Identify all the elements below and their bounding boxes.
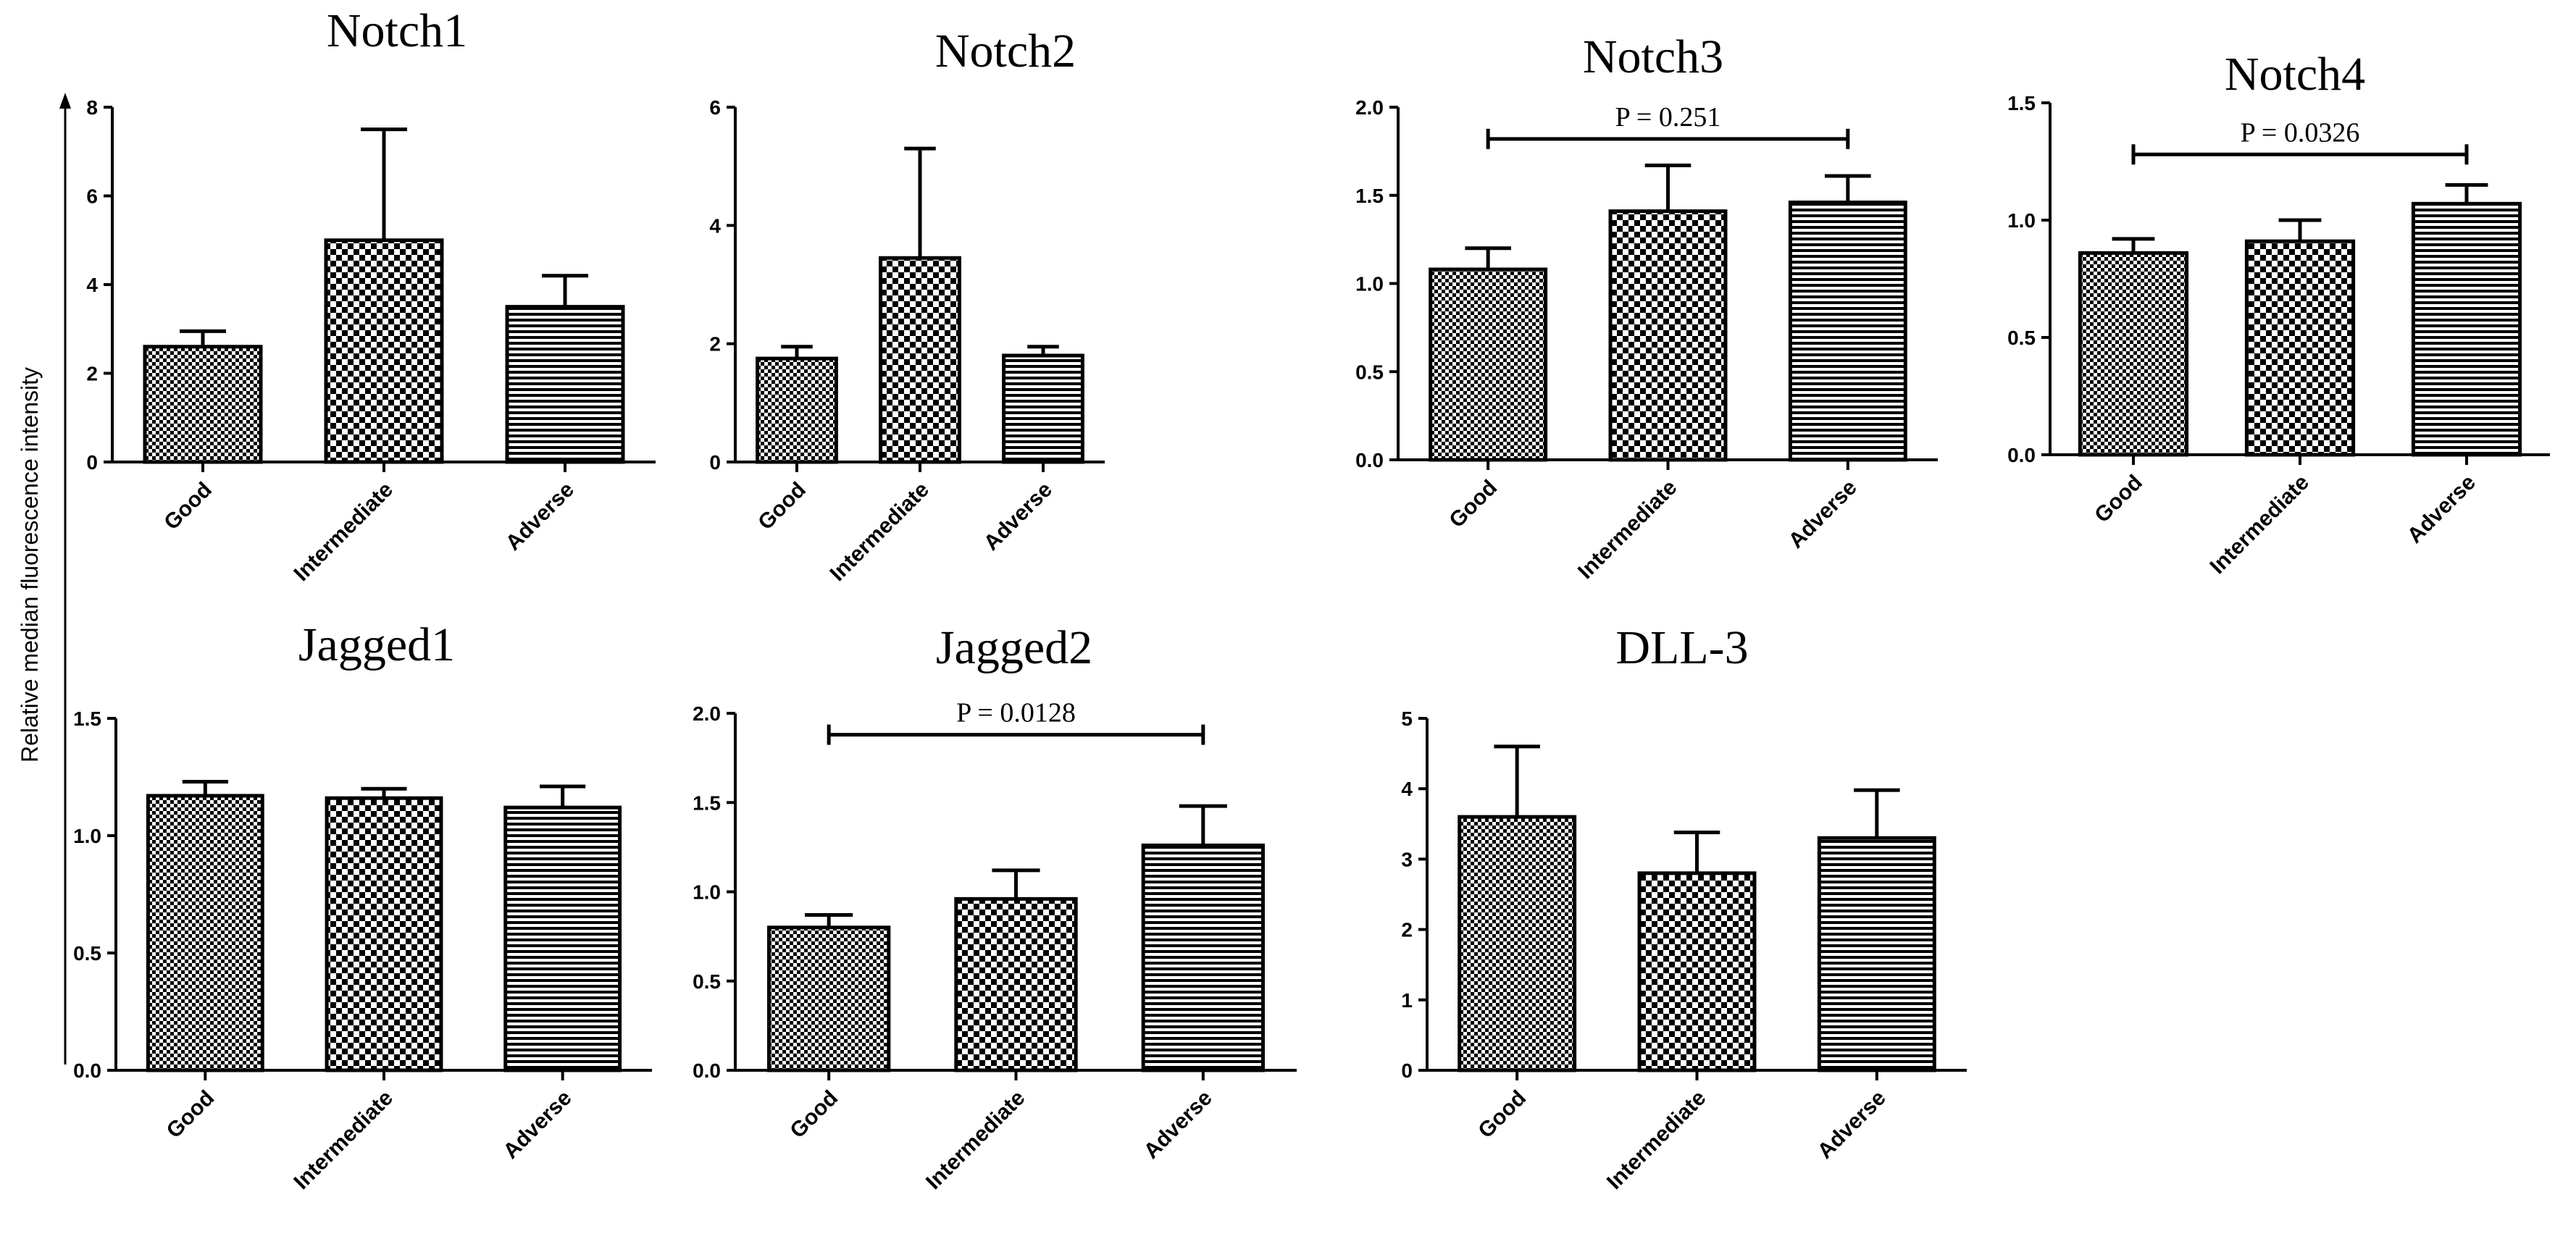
chart-0-title: Notch1	[327, 4, 467, 57]
chart-0-bar-intermediate	[324, 238, 444, 464]
chart-2-bar-good	[1429, 267, 1548, 462]
chart-3-p-value: P = 0.0326	[2241, 117, 2360, 148]
chart-3-ytick-label: 0.5	[2007, 327, 2036, 349]
chart-0-ytick-label: 6	[86, 185, 98, 208]
chart-2-p-value: P = 0.251	[1615, 102, 1721, 133]
chart-3-category-label-adverse: Adverse	[2403, 471, 2480, 548]
chart-5-bar-intermediate	[954, 896, 1078, 1072]
chart-6-title: DLL-3	[1615, 621, 1748, 674]
chart-2-ytick-label: 1.0	[1355, 273, 1384, 295]
chart-6-category-label-adverse: Adverse	[1813, 1086, 1891, 1164]
chart-6-bar-intermediate	[1637, 871, 1757, 1072]
chart-2-category-label-good: Good	[1444, 476, 1502, 533]
chart-1-ytick-label: 2	[709, 333, 721, 356]
chart-5-ytick-label: 0.0	[693, 1059, 721, 1082]
chart-2: Notch3 0.0 0.5 1.0 1.5 2.0 Good Intermediate Adv…	[1355, 30, 1938, 584]
chart-4-ytick-label: 0.0	[73, 1059, 101, 1082]
chart-5-ytick-label: 0.5	[693, 970, 721, 993]
chart-5-category-label-adverse: Adverse	[1139, 1086, 1217, 1164]
chart-6-category-label-good: Good	[1473, 1086, 1531, 1143]
chart-6-bar-good	[1458, 815, 1577, 1072]
chart-5-ytick-label: 2.0	[693, 702, 721, 725]
chart-1-category-label-good: Good	[753, 478, 811, 535]
chart-5-category-label-intermediate: Intermediate	[921, 1086, 1029, 1194]
chart-1-bar-adverse	[1002, 353, 1084, 464]
chart-1-category-label-intermediate: Intermediate	[825, 478, 933, 586]
chart-0: Notch1 0 2 4 6 8 Good Intermediate Adverse	[86, 4, 656, 586]
chart-6: DLL-3 0 1 2 3 4 5 Good Intermediate Adverse	[1401, 621, 1967, 1194]
chart-2-bar-adverse	[1788, 200, 1907, 462]
chart-2-ytick-label: 0.5	[1355, 361, 1384, 383]
chart-0-ytick-label: 2	[86, 363, 98, 385]
chart-0-category-label-adverse: Adverse	[501, 478, 579, 555]
shared-y-axis: Relative median fluorescence intensity	[17, 93, 71, 1064]
chart-1-ytick-label: 6	[709, 96, 721, 119]
chart-1-bar-intermediate	[879, 256, 961, 464]
chart-4-title: Jagged1	[298, 618, 455, 671]
chart-2-title: Notch3	[1583, 30, 1723, 83]
chart-2-category-label-adverse: Adverse	[1784, 476, 1862, 553]
chart-0-bar-adverse	[505, 305, 625, 464]
chart-3-ytick-label: 1.5	[2007, 92, 2036, 114]
chart-3-bar-good	[2078, 251, 2189, 457]
chart-3-category-label-good: Good	[2090, 471, 2147, 528]
chart-2-ytick-label: 2.0	[1355, 96, 1384, 119]
chart-1-ytick-label: 0	[709, 451, 721, 474]
chart-1-ytick-label: 4	[709, 214, 721, 237]
chart-4-bar-good	[146, 794, 264, 1072]
chart-5-ytick-label: 1.5	[693, 791, 721, 814]
chart-2-ytick-label: 0.0	[1355, 449, 1384, 471]
chart-6-ytick-label: 3	[1401, 848, 1413, 870]
chart-5: Jagged2 0.0 0.5 1.0 1.5 2.0 Good Intermediate Ad…	[693, 621, 1297, 1194]
chart-0-category-label-intermediate: Intermediate	[289, 478, 397, 586]
chart-4-bar-intermediate	[325, 796, 443, 1072]
chart-5-category-label-good: Good	[785, 1086, 842, 1143]
chart-3-bar-adverse	[2411, 201, 2522, 457]
chart-4-ytick-label: 0.5	[73, 942, 101, 965]
chart-4-category-label-adverse: Adverse	[499, 1086, 577, 1164]
chart-6-ytick-label: 4	[1401, 778, 1413, 800]
y-axis-arrow-head	[59, 93, 71, 109]
chart-4-category-label-intermediate: Intermediate	[289, 1086, 397, 1194]
chart-5-title: Jagged2	[936, 621, 1092, 674]
chart-0-bar-good	[143, 345, 263, 464]
chart-3-ytick-label: 1.0	[2007, 209, 2036, 232]
chart-6-bar-adverse	[1817, 836, 1936, 1072]
chart-5-p-value: P = 0.0128	[956, 698, 1076, 728]
chart-4-category-label-good: Good	[162, 1086, 219, 1143]
chart-6-ytick-label: 2	[1401, 919, 1413, 941]
chart-0-category-label-good: Good	[159, 478, 217, 535]
chart-0-ytick-label: 4	[86, 274, 98, 296]
y-axis-label: Relative median fluorescence intensity	[17, 367, 43, 763]
chart-6-ytick-label: 5	[1401, 707, 1413, 730]
chart-6-category-label-intermediate: Intermediate	[1602, 1086, 1710, 1194]
chart-4-bar-adverse	[503, 805, 622, 1072]
chart-0-ytick-label: 8	[86, 96, 98, 119]
chart-5-bar-good	[767, 925, 891, 1072]
chart-5-bar-adverse	[1141, 843, 1265, 1072]
chart-6-ytick-label: 0	[1401, 1059, 1413, 1082]
chart-3-ytick-label: 0.0	[2007, 444, 2036, 466]
chart-2-bar-intermediate	[1608, 209, 1728, 462]
chart-3-category-label-intermediate: Intermediate	[2205, 471, 2313, 579]
chart-2-category-label-intermediate: Intermediate	[1573, 476, 1681, 584]
chart-5-ytick-label: 1.0	[693, 881, 721, 904]
chart-1-bar-good	[756, 356, 838, 464]
chart-3-bar-intermediate	[2244, 239, 2356, 457]
chart-3-title: Notch4	[2225, 48, 2365, 101]
chart-3: Notch4 0.0 0.5 1.0 1.5 Good Intermediate Advers…	[2007, 48, 2550, 579]
chart-1-title: Notch2	[935, 25, 1076, 77]
chart-4-ytick-label: 1.5	[73, 707, 101, 730]
chart-4-ytick-label: 1.0	[73, 825, 101, 847]
chart-6-ytick-label: 1	[1401, 989, 1413, 1012]
chart-4: Jagged1 0.0 0.5 1.0 1.5 Good Intermediate Adver…	[73, 618, 652, 1194]
chart-1: Notch2 0 2 4 6 Good Intermediate Adverse	[709, 25, 1105, 586]
chart-2-ytick-label: 1.5	[1355, 185, 1384, 207]
chart-1-category-label-adverse: Adverse	[979, 478, 1057, 555]
chart-0-ytick-label: 0	[86, 451, 98, 474]
